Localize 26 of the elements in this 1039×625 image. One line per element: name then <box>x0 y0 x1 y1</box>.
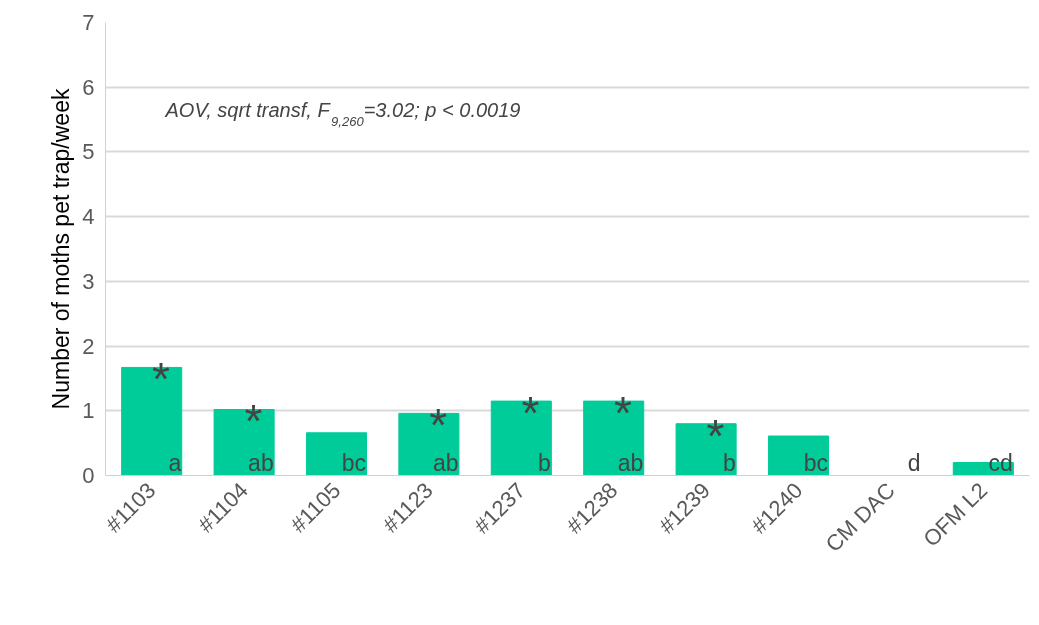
y-axis-title: Number of moths pet trap/week <box>48 88 75 410</box>
annotation: * <box>244 395 263 448</box>
bar <box>767 435 830 476</box>
y-tick-label: 1 <box>82 398 95 424</box>
annotation: * <box>706 409 725 462</box>
annotation: ab <box>248 449 274 476</box>
y-tick-label: 3 <box>82 268 95 294</box>
y-tick-label: 0 <box>82 463 95 488</box>
annotation: ab <box>617 449 644 476</box>
annotation: * <box>151 353 170 406</box>
annotation: ab <box>432 449 459 476</box>
annotation: * <box>613 387 632 440</box>
annotation: d <box>907 449 921 476</box>
annotation: * <box>521 387 540 440</box>
y-tick-label: 5 <box>82 139 95 165</box>
y-tick-label: 7 <box>82 10 95 35</box>
y-tick-label: 4 <box>82 204 95 230</box>
y-tick-label: 6 <box>82 74 95 100</box>
annotation: b <box>722 449 736 476</box>
annotation: bc <box>341 449 367 476</box>
y-tick-label: 2 <box>82 333 95 359</box>
annotation: a <box>168 449 182 476</box>
annotation: * <box>429 399 448 452</box>
annotation: bc <box>803 449 829 476</box>
bar <box>305 432 368 476</box>
annotation: b <box>538 449 551 476</box>
